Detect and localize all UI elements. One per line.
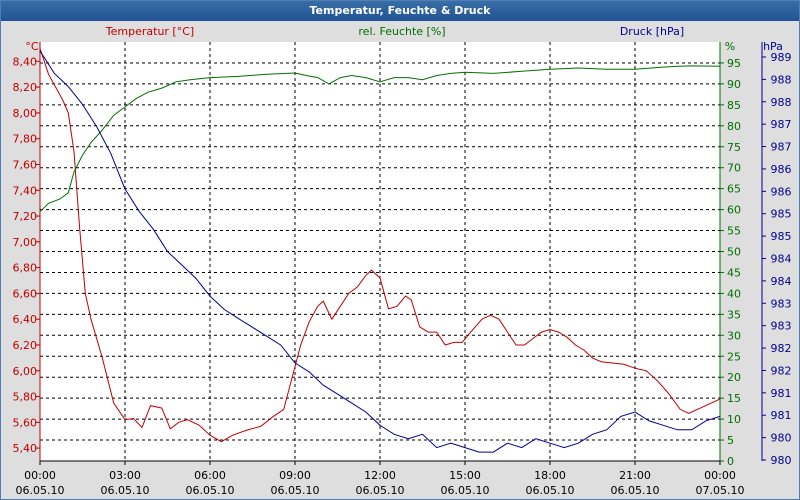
- temperature-axis-label: Temperatur [°C]: [105, 25, 194, 38]
- pressure-tick-label: 987: [771, 118, 792, 131]
- humidity-tick-label: 30: [727, 329, 741, 342]
- x-tick-date: 06.05.10: [101, 484, 150, 497]
- x-tick-time: 00:00: [704, 469, 736, 482]
- pressure-tick-label: 988: [771, 73, 792, 86]
- pressure-tick-label: 985: [771, 208, 792, 221]
- humidity-tick-label: 40: [727, 287, 741, 300]
- series: [39, 48, 721, 453]
- humidity-unit: %: [725, 40, 735, 53]
- pressure-tick-label: 987: [771, 141, 792, 154]
- humidity-tick-label: 25: [727, 350, 741, 363]
- temperature-tick-label: 6,60: [13, 287, 38, 300]
- pressure-tick-label: 981: [771, 409, 792, 422]
- pressure-tick-label: 981: [771, 387, 792, 400]
- humidity-tick-label: 85: [727, 99, 741, 112]
- temperature-tick-label: 8,40: [13, 55, 38, 68]
- x-tick-time: 18:00: [534, 469, 566, 482]
- x-tick-time: 15:00: [449, 469, 481, 482]
- humidity-tick-label: 70: [727, 162, 741, 175]
- humidity-series-line: [39, 65, 721, 213]
- pressure-axis-label: Druck [hPa]: [620, 25, 684, 38]
- pressure-tick-label: 984: [771, 253, 792, 266]
- x-tick-time: 06:00: [194, 469, 226, 482]
- pressure-tick-label: 984: [771, 275, 792, 288]
- humidity-tick-label: 65: [727, 183, 741, 196]
- humidity-tick-label: 20: [727, 371, 741, 384]
- temperature-tick-label: 8,00: [13, 107, 38, 120]
- x-tick-date: 06.05.10: [16, 484, 65, 497]
- humidity-tick-label: 95: [727, 57, 741, 70]
- temperature-series-line: [39, 48, 721, 443]
- axes: [36, 42, 766, 465]
- tick-labels: 8,40 8,20 8,00 7,80 7,60 7,40 7,20 7,00 6,80 6,60…: [13, 51, 792, 497]
- humidity-tick-label: 10: [727, 413, 741, 426]
- humidity-tick-label: 60: [727, 204, 741, 217]
- x-tick-date: 06.05.10: [356, 484, 405, 497]
- temperature-tick-label: 7,00: [13, 236, 38, 249]
- humidity-tick-label: 90: [727, 78, 741, 91]
- x-tick-date: 06.05.10: [611, 484, 660, 497]
- x-tick-date: 06.05.10: [271, 484, 320, 497]
- pressure-tick-label: 985: [771, 230, 792, 243]
- humidity-tick-label: 45: [727, 266, 741, 279]
- x-tick-time: 00:00: [24, 469, 56, 482]
- pressure-tick-label: 980: [771, 432, 792, 445]
- pressure-tick-label: 982: [771, 364, 792, 377]
- pressure-tick-label: 982: [771, 342, 792, 355]
- pressure-tick-label: 980: [771, 454, 792, 467]
- temperature-tick-label: 6,80: [13, 262, 38, 275]
- pressure-unit: hPa: [763, 40, 783, 53]
- window-title: Temperatur, Feuchte & Druck: [1, 1, 799, 21]
- pressure-tick-label: 988: [771, 96, 792, 109]
- humidity-tick-label: 75: [727, 141, 741, 154]
- humidity-tick-label: 15: [727, 392, 741, 405]
- humidity-tick-label: 50: [727, 246, 741, 259]
- x-tick-time: 21:00: [619, 469, 651, 482]
- humidity-tick-label: 5: [727, 434, 734, 447]
- humidity-tick-label: 55: [727, 225, 741, 238]
- temperature-tick-label: 7,80: [13, 133, 38, 146]
- humidity-tick-label: 35: [727, 308, 741, 321]
- temperature-tick-label: 7,40: [13, 184, 38, 197]
- pressure-tick-label: 986: [771, 185, 792, 198]
- temperature-unit: °C: [25, 40, 39, 53]
- x-tick-date: 07.05.10: [696, 484, 745, 497]
- x-tick-time: 03:00: [109, 469, 141, 482]
- temperature-tick-label: 5,40: [13, 442, 38, 455]
- temperature-tick-label: 5,60: [13, 416, 38, 429]
- x-tick-time: 09:00: [279, 469, 311, 482]
- pressure-tick-label: 986: [771, 163, 792, 176]
- grid: [40, 42, 720, 461]
- humidity-tick-label: 80: [727, 120, 741, 133]
- humidity-axis-label: rel. Feuchte [%]: [358, 25, 445, 38]
- humidity-tick-label: 0: [727, 455, 734, 468]
- x-tick-date: 06.05.10: [186, 484, 235, 497]
- temperature-tick-label: 5,80: [13, 391, 38, 404]
- temperature-tick-label: 6,00: [13, 365, 38, 378]
- temperature-tick-label: 6,20: [13, 339, 38, 352]
- x-tick-time: 12:00: [364, 469, 396, 482]
- temperature-tick-label: 7,20: [13, 210, 38, 223]
- temperature-tick-label: 7,60: [13, 158, 38, 171]
- pressure-tick-label: 983: [771, 297, 792, 310]
- pressure-tick-label: 983: [771, 320, 792, 333]
- temperature-tick-label: 8,20: [13, 81, 38, 94]
- temperature-tick-label: 6,40: [13, 313, 38, 326]
- x-tick-date: 06.05.10: [441, 484, 490, 497]
- pressure-series-line: [39, 50, 721, 453]
- pressure-tick-label: 989: [771, 51, 792, 64]
- x-tick-date: 06.05.10: [526, 484, 575, 497]
